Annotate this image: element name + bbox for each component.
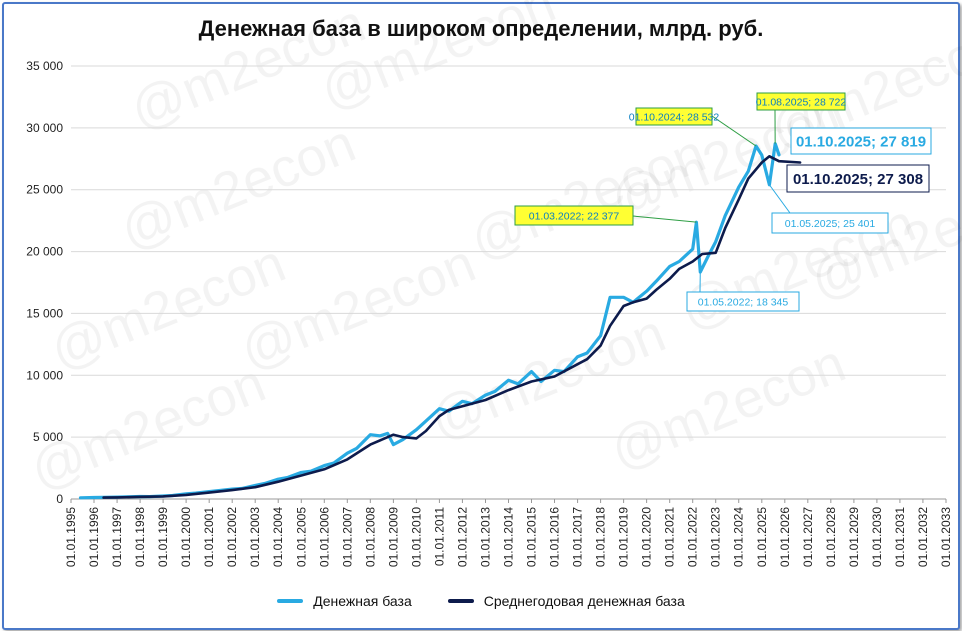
- x-tick-label: 01.01.2015: [525, 507, 539, 567]
- x-tick-label: 01.01.2003: [248, 507, 262, 567]
- annotation-box: [786, 164, 930, 193]
- y-tick-label: 5 000: [33, 430, 63, 444]
- annotation-box: [756, 92, 846, 111]
- x-tick-label: 01.01.2011: [432, 507, 446, 566]
- x-tick-label: 01.01.2032: [916, 507, 930, 567]
- x-tick-label: 01.01.2016: [548, 507, 562, 567]
- x-tick-label: 01.01.1998: [133, 507, 147, 567]
- y-tick-label: 0: [56, 492, 63, 506]
- x-tick-label: 01.01.2030: [870, 507, 884, 567]
- legend-label-base: Денежная база: [313, 593, 412, 609]
- x-tick-label: 01.01.2024: [732, 507, 746, 567]
- x-tick-label: 01.01.2022: [686, 507, 700, 567]
- x-tick-label: 01.01.2012: [455, 507, 469, 567]
- annotation-label: 01.05.2022; 18 345: [698, 296, 789, 308]
- x-tick-label: 01.01.2018: [594, 507, 608, 567]
- x-tick-label: 01.01.2031: [893, 507, 907, 567]
- x-tick-label: 01.01.1999: [156, 507, 170, 567]
- annotation-leader: [711, 115, 757, 147]
- annotation-box: [771, 212, 889, 234]
- x-tick-label: 01.01.1997: [110, 507, 124, 567]
- y-tick-label: 15 000: [26, 306, 63, 320]
- annotation-label: 01.10.2025; 27 308: [793, 171, 923, 188]
- y-tick-label: 30 000: [26, 121, 63, 135]
- x-tick-label: 01.01.2010: [409, 507, 423, 567]
- y-tick-label: 35 000: [26, 59, 63, 73]
- annotations: 01.10.2024; 28 532 01.08.2025; 28 722 01.0…: [514, 92, 932, 312]
- annotation-leader: [632, 215, 697, 223]
- legend-swatch-base: [277, 599, 304, 603]
- x-tick-label: 01.01.2013: [478, 507, 492, 567]
- chart-title: Денежная база в широком определении, млр…: [198, 16, 764, 41]
- x-tick-label: 01.01.2023: [709, 507, 723, 567]
- annotation-label: 01.10.2025; 27 819: [796, 133, 926, 150]
- y-tick-label: 25 000: [26, 183, 63, 197]
- annotation-box: [635, 107, 713, 126]
- x-tick-label: 01.01.2007: [340, 507, 354, 567]
- annotation-box: [790, 127, 932, 155]
- chart-legend: Денежная база Среднегодовая денежная баз…: [0, 593, 962, 609]
- x-tick-label: 01.01.2001: [202, 507, 216, 567]
- annotation-label: 01.10.2024; 28 532: [629, 111, 720, 123]
- x-tick-label: 01.01.2028: [824, 507, 838, 567]
- legend-label-avg: Среднегодовая денежная база: [483, 593, 685, 609]
- x-tick-label: 01.01.2009: [386, 507, 400, 567]
- x-tick-label: 01.01.2019: [617, 507, 631, 567]
- annotation-box: [514, 205, 634, 226]
- x-tick-label: 01.01.2008: [363, 507, 377, 567]
- series-line-avg: [102, 155, 802, 499]
- x-tick-label: 01.01.2027: [801, 507, 815, 567]
- annotation-label: 01.05.2025; 25 401: [785, 218, 876, 230]
- x-tick-label: 01.01.2017: [571, 507, 585, 567]
- legend-swatch-avg: [447, 599, 474, 603]
- x-tick-label: 01.01.2002: [225, 507, 239, 567]
- x-tick-label: 01.01.2006: [317, 507, 331, 567]
- x-tick-label: 01.01.2020: [640, 507, 654, 567]
- legend-item-base: Денежная база: [277, 593, 412, 609]
- annotation-label: 01.03.2022; 22 377: [529, 210, 620, 222]
- annotation-leader: [768, 184, 791, 214]
- x-tick-label: 01.01.2026: [778, 507, 792, 567]
- x-tick-label: 01.01.1996: [87, 507, 101, 567]
- x-tick-label: 01.01.2029: [847, 507, 861, 567]
- x-tick-label: 01.01.2000: [179, 507, 193, 567]
- x-tick-label: 01.01.1995: [64, 507, 78, 567]
- legend-item-avg: Среднегодовая денежная база: [447, 593, 685, 609]
- x-tick-label: 01.01.2014: [502, 507, 516, 567]
- x-axis-ticks: 01.01.1995 01.01.1996 01.01.1997 01.01.1998…: [64, 498, 953, 567]
- watermark-layer: @m2econ@m2econ@m2econ@m2econ@m2econ@m2ec…: [22, 0, 962, 501]
- x-tick-label: 01.01.2025: [755, 507, 769, 567]
- y-tick-label: 10 000: [26, 368, 63, 382]
- x-tick-label: 01.01.2004: [271, 507, 285, 567]
- x-tick-label: 01.01.2005: [294, 507, 308, 567]
- y-tick-label: 20 000: [26, 245, 63, 259]
- x-tick-label: 01.01.2021: [663, 507, 677, 567]
- annotation-label: 01.08.2025; 28 722: [756, 96, 847, 108]
- x-tick-label: 01.01.2033: [939, 507, 953, 567]
- annotation-box: [686, 291, 800, 312]
- y-axis-ticks: 0 5 000 10 000 15 000 20 000 25 000 30 000 35 0…: [26, 59, 63, 506]
